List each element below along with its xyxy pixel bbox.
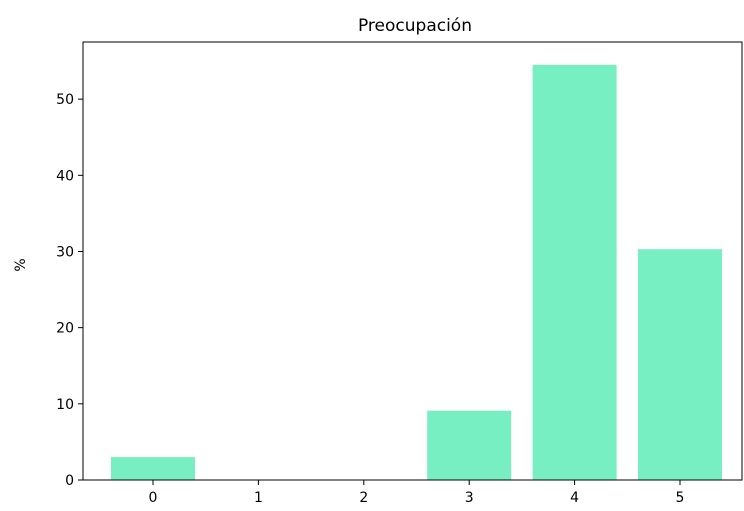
y-tick-label: 10 [56,397,74,413]
bars-group [111,64,722,481]
x-tick-label: 5 [676,490,685,506]
chart-title: Preocupación [358,16,472,36]
y-ticks-group: 0 10 20 30 40 50 [56,92,83,489]
x-tick-label: 0 [149,490,158,506]
bar-3 [427,410,512,480]
y-axis-label: % [13,258,29,271]
bar-0 [111,457,195,480]
y-tick-label: 30 [56,244,74,260]
plot-frame [82,41,743,481]
x-tick-label: 3 [465,490,474,506]
bar-5 [638,249,722,480]
bar-4 [532,64,617,481]
y-tick-label: 0 [65,473,74,489]
x-ticks-group: 0 1 2 3 4 5 [149,480,685,506]
x-tick-label: 1 [254,490,263,506]
x-tick-label: 4 [570,490,579,506]
axes-group [82,41,743,481]
y-tick-label: 40 [56,168,74,184]
y-tick-label: 50 [56,92,74,108]
x-tick-label: 2 [359,490,368,506]
y-tick-label: 20 [56,321,74,337]
